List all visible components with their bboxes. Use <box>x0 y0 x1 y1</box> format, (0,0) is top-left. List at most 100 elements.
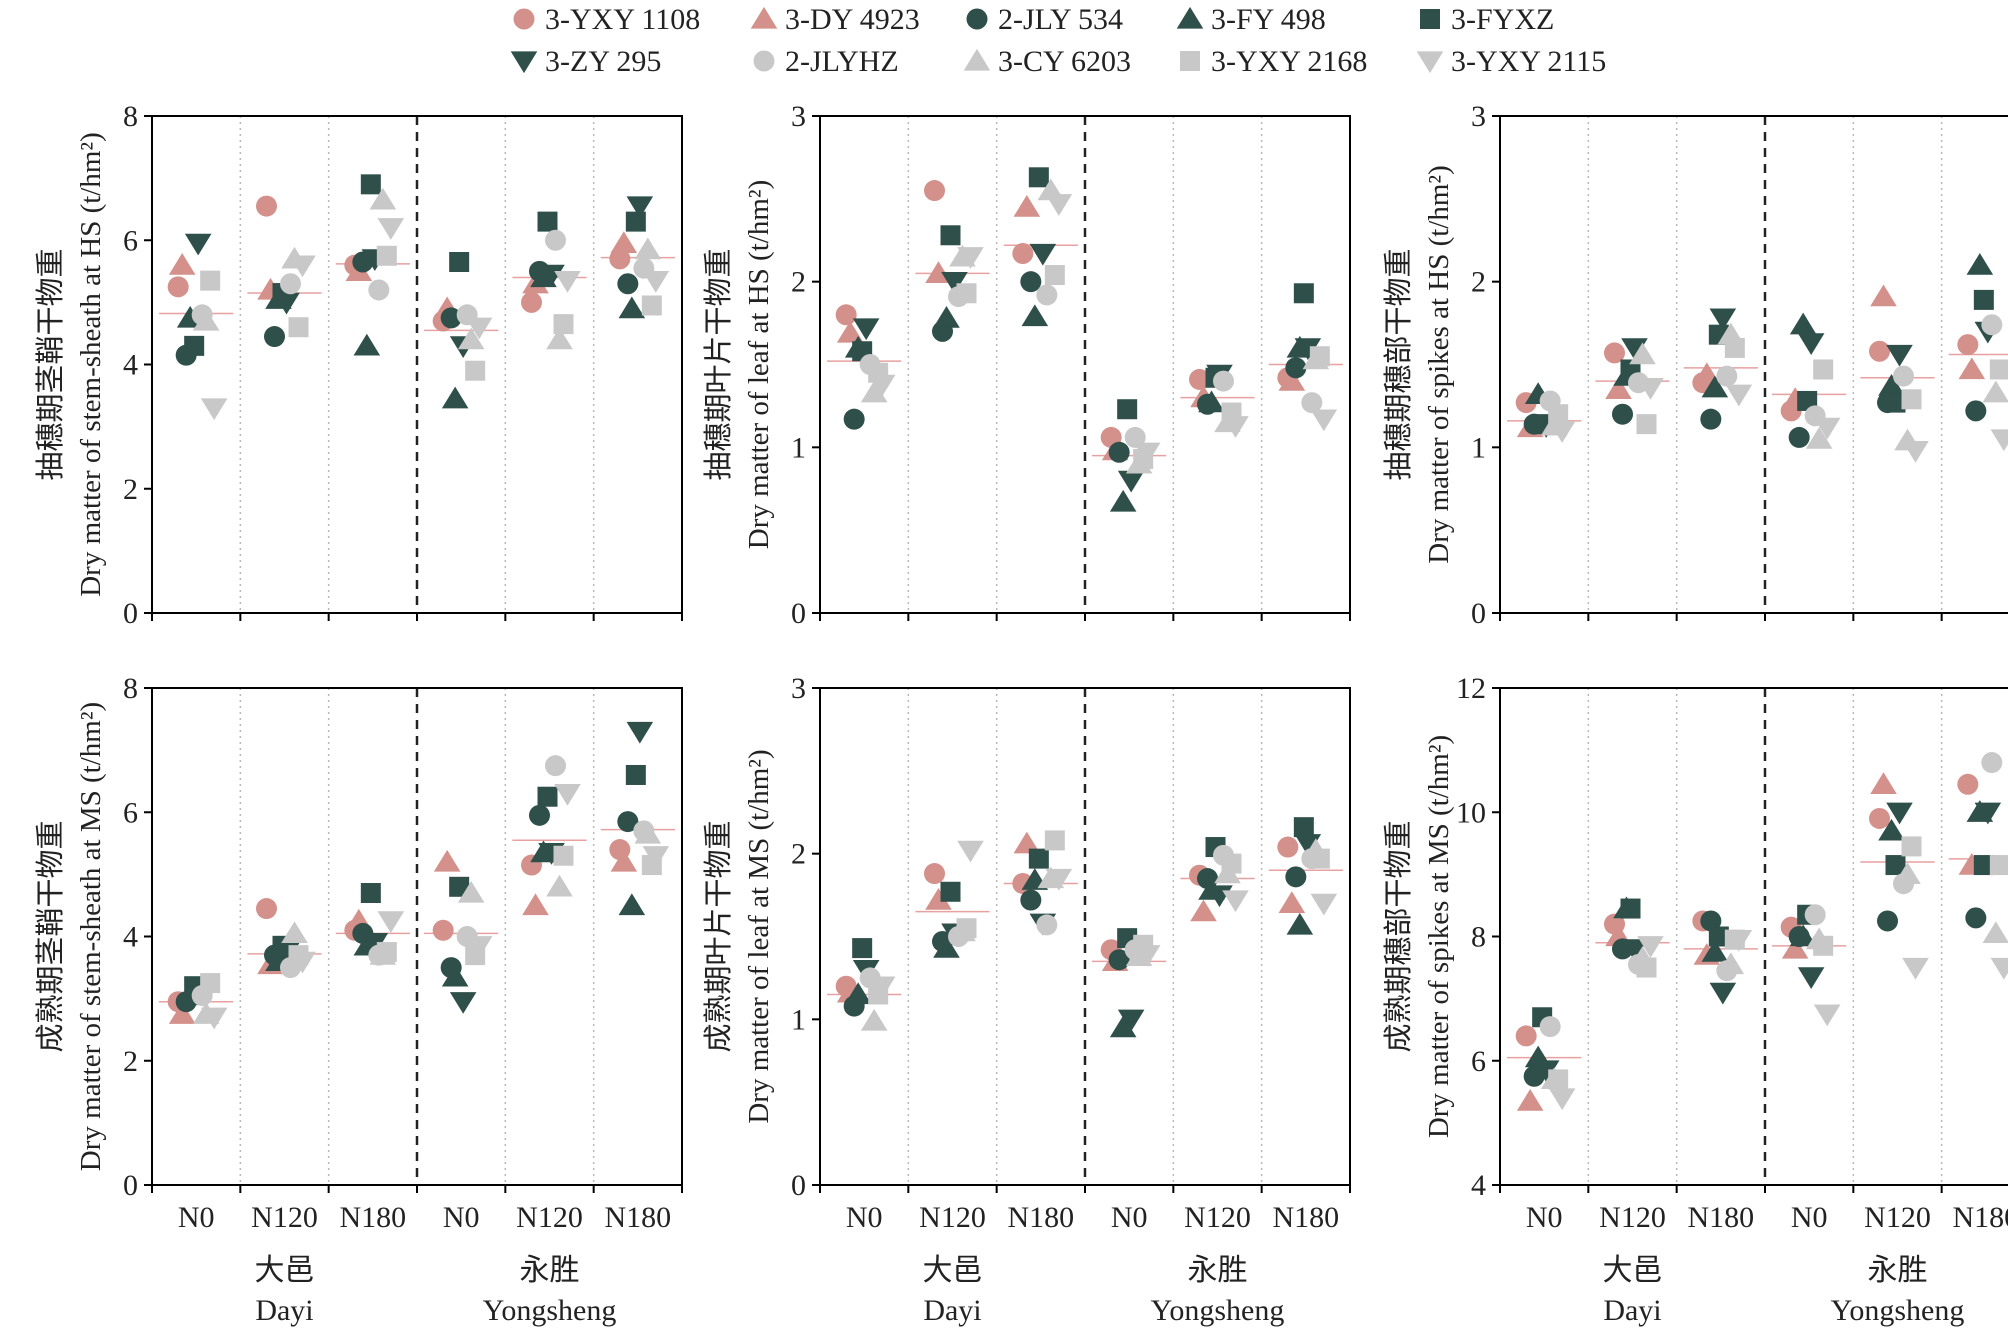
data-point <box>1886 344 1913 367</box>
data-point <box>1973 289 1994 310</box>
data-point <box>465 936 493 958</box>
data-point <box>1797 333 1825 356</box>
data-point <box>1133 945 1161 967</box>
legend-item: 3-FY 498 <box>1176 3 1326 36</box>
data-point <box>200 973 221 994</box>
data-point <box>1990 429 2008 452</box>
data-point <box>1877 910 1898 932</box>
data-point <box>1885 392 1906 413</box>
y-tick-label: 1 <box>791 1003 806 1036</box>
legend-marker <box>510 51 538 74</box>
data-point <box>441 964 469 987</box>
legend-item: 3-YXY 1108 <box>513 3 700 36</box>
data-point <box>844 982 872 1005</box>
data-point <box>618 893 646 916</box>
data-point <box>1958 357 1986 380</box>
data-point <box>1869 807 1890 829</box>
data-point <box>457 327 485 350</box>
data-point <box>1293 817 1314 838</box>
legend-marker <box>963 48 991 71</box>
data-point <box>1190 899 1217 922</box>
data-point <box>956 918 977 939</box>
data-point <box>457 880 485 903</box>
y-tick-label: 8 <box>123 100 138 133</box>
legend-marker <box>513 8 535 30</box>
legend-label: 3-FYXZ <box>1451 3 1554 36</box>
data-point <box>924 180 945 202</box>
data-point <box>264 326 285 348</box>
data-point <box>280 273 301 295</box>
data-point <box>1701 375 1729 398</box>
data-point <box>256 195 277 217</box>
chart-panel: 0 2 4 6 8 成熟期茎鞘干物重 Dry matter of stem-sheath a… <box>34 672 683 1327</box>
data-point <box>1636 957 1657 978</box>
data-point <box>1532 1060 1560 1083</box>
data-point <box>860 380 888 403</box>
x-category-label: N180 <box>1952 1201 2008 1234</box>
data-point <box>1708 926 1729 947</box>
data-point <box>440 307 462 329</box>
data-point <box>1813 417 1841 440</box>
data-point <box>924 863 945 885</box>
data-point <box>537 211 558 232</box>
x-category-label: N120 <box>1599 1201 1666 1234</box>
legend-item: 3-DY 4923 <box>750 3 920 36</box>
site-label-cn: 永胜 <box>1868 1254 1928 1287</box>
data-point <box>1285 357 1307 379</box>
data-point <box>617 811 639 833</box>
data-point <box>168 1002 196 1024</box>
data-point <box>1709 308 1737 331</box>
y-axis-title-en: Dry matter of stem-sheath at HS (t/hm²) <box>75 132 107 597</box>
x-category-label: N180 <box>339 1201 406 1234</box>
legend-marker <box>753 50 775 72</box>
data-point <box>168 253 196 275</box>
data-point <box>1990 957 2008 980</box>
legend-label: 3-YXY 2115 <box>1451 45 1606 78</box>
data-point <box>545 229 566 251</box>
data-point <box>1974 802 2002 825</box>
data-point <box>625 764 646 785</box>
data-point <box>941 272 968 294</box>
data-point <box>1789 312 1817 335</box>
data-point <box>1725 384 1753 407</box>
data-point <box>1957 773 1979 795</box>
data-point <box>1982 921 2008 944</box>
data-point <box>1045 194 1073 216</box>
data-point <box>200 270 221 291</box>
data-point <box>360 883 381 904</box>
data-point <box>1621 939 1648 961</box>
data-point <box>1013 195 1041 217</box>
y-tick-label: 4 <box>123 921 138 954</box>
legend-item: 2-JLY 534 <box>966 3 1123 36</box>
data-point <box>1717 952 1745 975</box>
data-point <box>1222 890 1249 913</box>
data-point <box>546 327 573 350</box>
legend-item: 2-JLYHZ <box>753 45 899 78</box>
data-point <box>184 335 205 356</box>
data-point <box>1981 752 2003 774</box>
data-point <box>1901 836 1922 857</box>
legend-marker <box>1416 51 1444 74</box>
x-category-label: N0 <box>443 1201 480 1234</box>
data-point <box>368 279 390 301</box>
chart-panel: 4 6 8 10 12 成熟期穗部干物重 Dry matter of spikes at M… <box>1382 672 2008 1327</box>
y-tick-label: 1 <box>791 431 806 464</box>
legend-item: 3-FYXZ <box>1420 3 1554 36</box>
site-label-cn: 大邑 <box>255 1254 315 1287</box>
legend-label: 3-DY 4923 <box>785 3 920 36</box>
data-point <box>1629 342 1656 365</box>
data-point <box>868 976 896 999</box>
site-label-en: Dayi <box>255 1294 313 1327</box>
data-point <box>1604 342 1625 364</box>
data-point <box>1982 380 2008 403</box>
data-point <box>1109 489 1137 512</box>
data-point <box>1539 1016 1561 1038</box>
x-category-label: N0 <box>1791 1201 1828 1234</box>
data-point <box>377 911 405 934</box>
data-point <box>1028 167 1049 188</box>
data-point <box>167 276 189 298</box>
x-category-label: N120 <box>1184 1201 1251 1234</box>
y-tick-label: 8 <box>1471 921 1486 954</box>
data-point <box>1621 338 1648 361</box>
